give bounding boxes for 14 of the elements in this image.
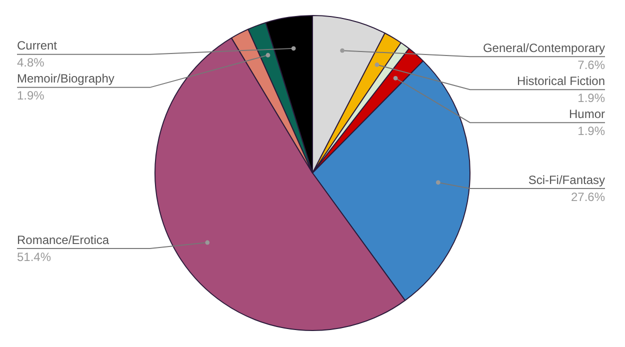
- slice-label: General/Contemporary: [482, 40, 605, 55]
- data-label: 1.9%: [578, 124, 606, 138]
- slice-label: Current: [17, 38, 58, 53]
- data-label: 51.4%: [17, 250, 52, 264]
- slice-label: Memoir/Biography: [17, 72, 114, 86]
- data-label: 27.6%: [570, 190, 606, 204]
- slice-label: Romance/Erotica: [17, 232, 110, 247]
- data-label: 7.6%: [578, 58, 606, 72]
- slice-label: Sci-Fi/Fantasy: [528, 172, 605, 187]
- data-label: 1.9%: [578, 90, 606, 105]
- data-label: 1.9%: [17, 88, 45, 103]
- data-label: 4.8%: [17, 56, 45, 70]
- slice-label: Humor: [568, 106, 605, 121]
- slice-label: Historical Fiction: [516, 74, 605, 88]
